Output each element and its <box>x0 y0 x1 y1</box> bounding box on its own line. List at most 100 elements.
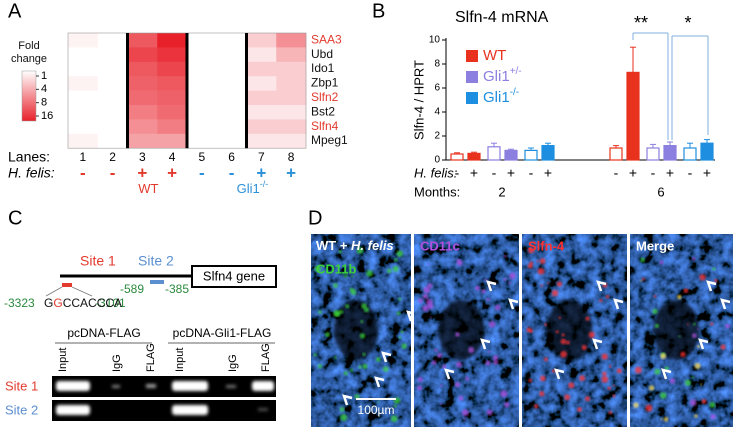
legend-name-sup: -/- <box>510 87 519 98</box>
legend-swatch <box>466 50 478 62</box>
colorbar-tick-label: 8 <box>41 97 47 109</box>
stain-spot <box>475 285 480 291</box>
gel <box>52 376 276 397</box>
stain-spot <box>338 250 342 254</box>
heatmap-cell <box>276 133 307 149</box>
stain-spot <box>486 409 493 416</box>
stain-spot <box>360 320 364 324</box>
stain-spot <box>343 274 348 278</box>
colorbar-tick-label: 16 <box>41 110 53 122</box>
heatmap-cell <box>246 61 277 77</box>
legend-name: Gli1 <box>483 68 510 85</box>
stain-spot <box>398 336 402 339</box>
heatmap-cell <box>127 61 158 77</box>
stain-spot <box>463 417 466 421</box>
bar <box>487 146 501 161</box>
sequence-part: G <box>53 296 62 310</box>
stain-spot <box>599 298 603 303</box>
arrowhead <box>342 394 353 406</box>
stain-spot <box>509 272 516 280</box>
stain-spot <box>396 250 404 257</box>
condition-sign: + <box>137 163 147 182</box>
heatmap-cell <box>276 76 307 91</box>
stain-spot <box>539 391 545 397</box>
stain-spot <box>417 377 423 383</box>
heatmap-cell <box>97 61 128 77</box>
stain-spot <box>616 368 622 374</box>
arrowhead <box>613 298 624 310</box>
construct-label: pcDNA-FLAG <box>67 326 140 340</box>
stain-spot <box>697 344 701 348</box>
stain-spot <box>487 350 491 353</box>
stain-spot <box>486 297 490 302</box>
stain-spot <box>440 402 443 406</box>
stain-spot <box>500 390 508 398</box>
condition-sign: - <box>455 165 460 181</box>
zoom-line <box>45 286 63 297</box>
heatmap-cell <box>216 119 247 135</box>
row-label: Ubd <box>311 47 333 61</box>
stain-spot <box>694 362 701 370</box>
stain-spot <box>508 281 512 284</box>
stain-spot <box>423 286 431 294</box>
stain-spot <box>422 305 429 312</box>
stain-spot <box>633 402 639 408</box>
y-tick-label: 8 <box>434 59 440 70</box>
coordinate: -3101 <box>95 296 126 310</box>
stain-spot <box>659 260 664 265</box>
stain-spot <box>318 310 322 314</box>
stain-spot <box>564 394 571 401</box>
stain-spot <box>333 310 340 317</box>
heatmap-cell <box>276 119 307 135</box>
heatmap-cell <box>246 76 277 91</box>
condition-sign: - <box>199 163 205 182</box>
stain-spot <box>456 258 460 262</box>
heatmap-cell <box>246 119 277 135</box>
heatmap-cell <box>276 61 307 77</box>
stain-spot <box>652 308 658 315</box>
stain-spot <box>339 309 344 315</box>
condition-sign: + <box>286 163 296 182</box>
gel <box>52 400 276 421</box>
stain-spot <box>325 332 330 337</box>
arrowhead <box>480 338 491 350</box>
stain-spot <box>356 247 364 254</box>
chart-title: Slfn-4 mRNA <box>455 9 549 26</box>
heatmap-cell <box>246 47 277 63</box>
heatmap-cell <box>157 105 188 120</box>
channel-label: CD11c <box>420 238 460 253</box>
arrowhead <box>720 298 731 310</box>
stain-spot <box>363 307 369 313</box>
stain-spot <box>362 363 368 369</box>
stain-spot <box>691 333 697 339</box>
stain-spot <box>504 402 510 408</box>
heatmap-cell <box>187 119 218 135</box>
heatmap-cell <box>187 76 218 91</box>
stain-spot <box>458 395 464 401</box>
stain-spot <box>613 384 616 387</box>
stain-spot <box>362 352 366 356</box>
row-label: SAA3 <box>311 32 342 46</box>
stain-spot <box>560 338 567 345</box>
panel-c: Site 1 Site 2 Slfn4 gene -589 -385 -3323 -3101… <box>4 253 277 421</box>
heatmap-cell <box>127 76 158 91</box>
zoom-line <box>71 286 93 297</box>
bar <box>524 149 538 161</box>
stain-spot <box>417 385 423 391</box>
scale-bar-label: 100µm <box>358 403 395 417</box>
stain-spot <box>584 396 591 402</box>
stain-spot <box>455 332 460 337</box>
condition-sign: + <box>544 165 552 181</box>
stain-spot <box>493 360 499 365</box>
stain-spot <box>536 260 540 263</box>
heatmap-cell <box>68 33 99 48</box>
lane-label: FLAG <box>260 343 272 372</box>
stain-spot <box>429 316 432 319</box>
arrowhead <box>554 368 565 380</box>
lane-label: IgG <box>227 354 239 372</box>
stain-spot <box>640 257 645 263</box>
group-name: Gli1 <box>237 181 260 196</box>
row-label: Site 1 <box>5 378 38 393</box>
